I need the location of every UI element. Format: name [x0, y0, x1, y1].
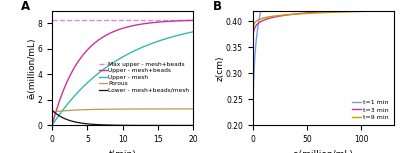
Upper - mesh+beads	[138, 23, 143, 25]
t=1 min	[254, 36, 259, 38]
Lower - mesh+beads/mesh	[152, 125, 156, 126]
Max upper - mesh+beads	[50, 19, 54, 21]
t=3 min	[292, 13, 297, 15]
Text: B: B	[213, 0, 222, 13]
Y-axis label: z(cm): z(cm)	[216, 55, 224, 81]
Upper - mesh	[191, 31, 196, 33]
Upper - mesh+beads	[67, 77, 72, 78]
Upper - mesh	[50, 125, 54, 126]
Upper - mesh+beads	[50, 125, 54, 126]
Line: t=1 min: t=1 min	[253, 11, 261, 125]
Upper - mesh	[96, 73, 100, 75]
t=3 min	[337, 10, 342, 12]
t=3 min	[292, 13, 296, 15]
t=9 min	[333, 11, 338, 13]
t=9 min	[317, 12, 322, 14]
Line: Lower - mesh+beads/mesh: Lower - mesh+beads/mesh	[52, 110, 193, 125]
Line: Upper - mesh+beads: Upper - mesh+beads	[52, 20, 193, 125]
Porous	[152, 108, 156, 110]
Upper - mesh	[106, 65, 110, 67]
t=1 min	[250, 125, 255, 126]
t=9 min	[386, 10, 391, 12]
Lower - mesh+beads/mesh	[50, 109, 54, 111]
Lower - mesh+beads/mesh	[96, 124, 100, 126]
Porous	[96, 108, 100, 110]
Legend: Max upper - mesh+beads, Upper - mesh+beads, Upper - mesh, Porous, Lower - mesh+b: Max upper - mesh+beads, Upper - mesh+bea…	[96, 59, 192, 95]
t=1 min	[255, 32, 260, 34]
Porous	[106, 108, 110, 110]
X-axis label: t(min): t(min)	[109, 150, 136, 153]
t=1 min	[257, 17, 262, 19]
Porous	[138, 108, 143, 110]
Porous	[152, 108, 157, 110]
Line: Porous: Porous	[52, 109, 193, 112]
t=9 min	[316, 12, 321, 14]
Upper - mesh+beads	[106, 33, 110, 35]
t=3 min	[335, 10, 340, 12]
t=1 min	[254, 36, 259, 38]
Upper - mesh	[152, 42, 156, 44]
Lower - mesh+beads/mesh	[138, 125, 143, 126]
t=3 min	[297, 13, 302, 14]
Line: t=3 min: t=3 min	[253, 11, 340, 125]
Porous	[191, 108, 196, 110]
t=1 min	[255, 28, 260, 30]
t=9 min	[326, 12, 330, 13]
t=9 min	[364, 10, 369, 12]
Upper - mesh	[152, 41, 157, 43]
Y-axis label: ēᵢ(million/mL): ēᵢ(million/mL)	[27, 37, 36, 99]
Upper - mesh+beads	[96, 39, 100, 41]
t=3 min	[302, 12, 307, 14]
t=9 min	[390, 10, 394, 12]
Lower - mesh+beads/mesh	[152, 125, 157, 126]
Lower - mesh+beads/mesh	[67, 119, 72, 121]
t=1 min	[258, 11, 263, 13]
t=9 min	[250, 125, 255, 126]
X-axis label: cᵢ(million/mL): cᵢ(million/mL)	[293, 150, 354, 153]
t=3 min	[322, 11, 326, 13]
Porous	[50, 111, 54, 113]
Upper - mesh+beads	[152, 22, 157, 23]
Upper - mesh+beads	[152, 22, 156, 23]
Upper - mesh	[138, 47, 143, 49]
Upper - mesh	[67, 101, 72, 103]
Max upper - mesh+beads	[57, 19, 62, 21]
Line: Upper - mesh: Upper - mesh	[52, 32, 193, 125]
Line: t=9 min: t=9 min	[253, 11, 392, 125]
t=1 min	[258, 10, 263, 12]
Text: A: A	[21, 0, 30, 13]
Lower - mesh+beads/mesh	[191, 125, 196, 126]
Legend: t=1 min, t=3 min, t=9 min: t=1 min, t=3 min, t=9 min	[350, 97, 391, 122]
Porous	[67, 110, 72, 111]
Lower - mesh+beads/mesh	[106, 124, 110, 126]
Upper - mesh+beads	[191, 19, 196, 21]
t=3 min	[250, 125, 255, 126]
